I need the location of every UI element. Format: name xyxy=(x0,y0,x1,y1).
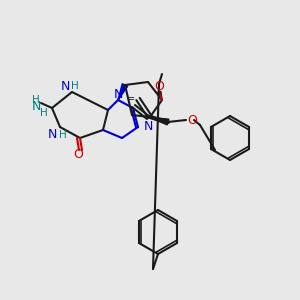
Text: N: N xyxy=(31,100,41,112)
Polygon shape xyxy=(157,91,162,100)
Text: N: N xyxy=(47,128,57,142)
Text: N: N xyxy=(60,80,70,92)
Text: H: H xyxy=(71,81,79,91)
Polygon shape xyxy=(118,84,128,100)
Polygon shape xyxy=(150,118,169,125)
Text: O: O xyxy=(154,80,164,92)
Text: O: O xyxy=(187,113,197,127)
Text: O: O xyxy=(73,148,83,160)
Text: H: H xyxy=(40,108,48,118)
Text: N: N xyxy=(143,121,153,134)
Text: N: N xyxy=(113,88,123,101)
Text: H: H xyxy=(32,95,40,105)
Text: =: = xyxy=(127,94,135,104)
Text: H: H xyxy=(59,130,67,140)
